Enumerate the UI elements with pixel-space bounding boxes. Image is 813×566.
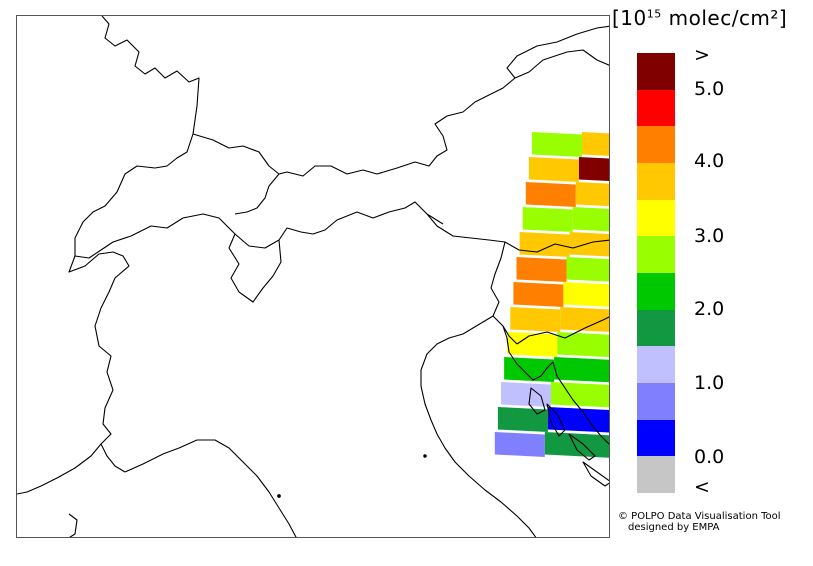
legend-tick-5: 5.0 <box>694 78 725 100</box>
swath-pixel <box>563 282 609 307</box>
island-pag <box>568 433 596 461</box>
legend-tick-4: 4.0 <box>694 150 725 172</box>
swath-pixel <box>532 132 582 157</box>
legend-swatch <box>637 163 675 200</box>
border-italy-france <box>100 443 126 473</box>
legend-tick-below: < <box>694 476 710 498</box>
border-swiss-south <box>74 201 444 259</box>
border-france-east <box>17 16 200 495</box>
legend-title: [1015 molec/cm²] <box>612 6 788 30</box>
swath-pixel <box>525 182 576 207</box>
legend-tick-1: 1.0 <box>694 372 725 394</box>
island-dugi <box>582 461 609 487</box>
legend-tick-0: 0.0 <box>694 446 725 468</box>
swath-pixel <box>516 257 567 282</box>
swath-pixel <box>557 332 609 358</box>
swath-pixel <box>497 407 548 432</box>
swath-pixel <box>551 382 609 408</box>
credit-line-1: © POLPO Data Visualisation Tool <box>618 511 781 522</box>
island-krk <box>528 387 546 415</box>
swath-pixel <box>575 182 609 207</box>
credit-line-2: designed by EMPA <box>628 522 720 533</box>
legend-swatch <box>637 419 675 457</box>
map-canvas <box>17 16 609 537</box>
swath-pixel <box>569 232 609 257</box>
swath-pixel <box>522 207 573 232</box>
border-austria-italy <box>426 213 609 253</box>
swath-pixel <box>547 407 609 433</box>
border-vorarlberg <box>234 173 280 215</box>
legend-swatch <box>637 456 675 493</box>
legend-swatch <box>637 126 675 163</box>
swath-pixel <box>554 357 609 383</box>
swath-pixel <box>504 357 555 382</box>
legend-swatch <box>637 89 675 127</box>
island-cres <box>546 403 566 437</box>
map-panel <box>16 15 610 538</box>
swath-pixel <box>560 307 609 332</box>
coast-istria <box>502 325 609 445</box>
coast-liguria <box>124 439 297 537</box>
border-czech <box>506 25 609 79</box>
legend-tick-above: > <box>694 44 710 66</box>
legend-swatch <box>637 236 675 273</box>
legend-swatch <box>637 199 675 237</box>
swath-pixel <box>501 382 551 407</box>
swath-pixel <box>519 232 570 257</box>
satellite-swath-layer <box>494 132 609 458</box>
legend-swatch <box>637 273 675 310</box>
swath-pixel <box>578 157 609 182</box>
legend-tick-3: 3.0 <box>694 225 725 247</box>
swath-pixel <box>572 207 609 232</box>
island-corsica <box>68 513 78 537</box>
border-germany-austria <box>278 49 609 177</box>
border-slovenia-croatia <box>516 316 609 345</box>
legend-swatch <box>637 383 675 420</box>
swath-pixel <box>510 307 561 332</box>
country-borders <box>17 16 609 537</box>
border-italy-slovenia <box>490 241 518 345</box>
swath-pixel <box>544 432 609 458</box>
swath-pixel <box>513 282 564 307</box>
swath-pixel <box>582 132 609 156</box>
legend-swatch <box>637 53 675 90</box>
border-ticino <box>228 233 282 303</box>
swath-pixel <box>507 332 558 357</box>
credit-text: © POLPO Data Visualisation Tool designed… <box>618 511 781 533</box>
swath-pixel <box>566 257 609 282</box>
coast-adriatic-italy <box>420 315 537 537</box>
legend-tick-2: 2.0 <box>694 298 725 320</box>
swath-pixel <box>494 432 545 457</box>
swath-pixel <box>528 157 579 182</box>
border-swiss-north <box>192 133 280 175</box>
legend-swatch <box>637 346 675 383</box>
legend-swatch <box>637 309 675 347</box>
